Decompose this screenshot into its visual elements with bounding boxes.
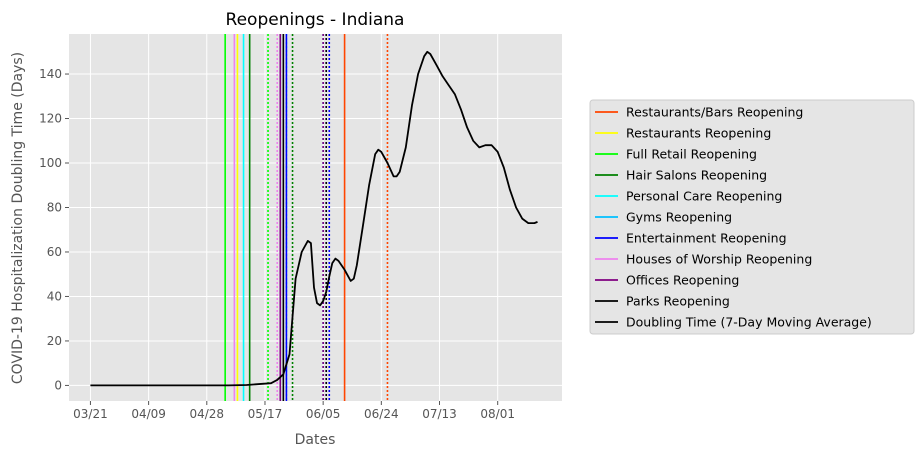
plot-area: [69, 34, 562, 401]
legend-entry-label: Entertainment Reopening: [626, 231, 787, 246]
chart-title: Reopenings - Indiana: [226, 10, 405, 30]
legend-entry-label: Doubling Time (7-Day Moving Average): [626, 315, 872, 330]
legend-entry-label: Restaurants Reopening: [626, 126, 771, 141]
legend: Restaurants/Bars Reopening Restaurants Re…: [589, 99, 915, 335]
x-axis-ticks: 03/21 04/09 04/28 05/17 06/05 06/24 07/13 08/01: [73, 401, 515, 421]
x-tick-label: 08/01: [480, 407, 515, 421]
legend-entry-label: Personal Care Reopening: [626, 189, 782, 204]
legend-box: [589, 99, 915, 335]
x-tick-label: 06/05: [306, 407, 341, 421]
legend-entry-label: Gyms Reopening: [626, 210, 732, 225]
y-tick-label: 40: [47, 289, 62, 303]
y-tick-label: 100: [39, 156, 62, 170]
series-lines: [90, 50, 538, 387]
y-axis-ticks: 0 20 40 60 80 100 120 140: [39, 67, 69, 392]
legend-entry-label: Houses of Worship Reopening: [626, 252, 812, 267]
y-tick-label: 80: [47, 200, 62, 214]
x-tick-label: 04/09: [131, 407, 166, 421]
x-tick-label: 05/17: [248, 407, 283, 421]
x-tick-label: 07/13: [422, 407, 457, 421]
x-tick-label: 06/24: [364, 407, 399, 421]
legend-entry-label: Hair Salons Reopening: [626, 168, 767, 183]
y-tick-label: 20: [47, 334, 62, 348]
y-tick-label: 60: [47, 245, 62, 259]
y-tick-label: 140: [39, 67, 62, 81]
legend-entry-label: Restaurants/Bars Reopening: [626, 105, 803, 120]
x-axis-label: Dates: [295, 432, 336, 448]
legend-entry-label: Parks Reopening: [626, 294, 730, 309]
legend-entry-label: Full Retail Reopening: [626, 147, 757, 162]
x-tick-label: 03/21: [73, 407, 108, 421]
doubling-time-line: [90, 50, 538, 387]
x-tick-label: 04/28: [189, 407, 224, 421]
y-axis-label: COVID-19 Hospitalization Doubling Time (…: [10, 52, 26, 384]
y-tick-label: 0: [54, 378, 62, 392]
grid-lines: [69, 34, 562, 401]
y-tick-label: 120: [39, 112, 62, 126]
legend-entry-label: Offices Reopening: [626, 273, 739, 288]
reopening-event-lines: [224, 34, 389, 401]
